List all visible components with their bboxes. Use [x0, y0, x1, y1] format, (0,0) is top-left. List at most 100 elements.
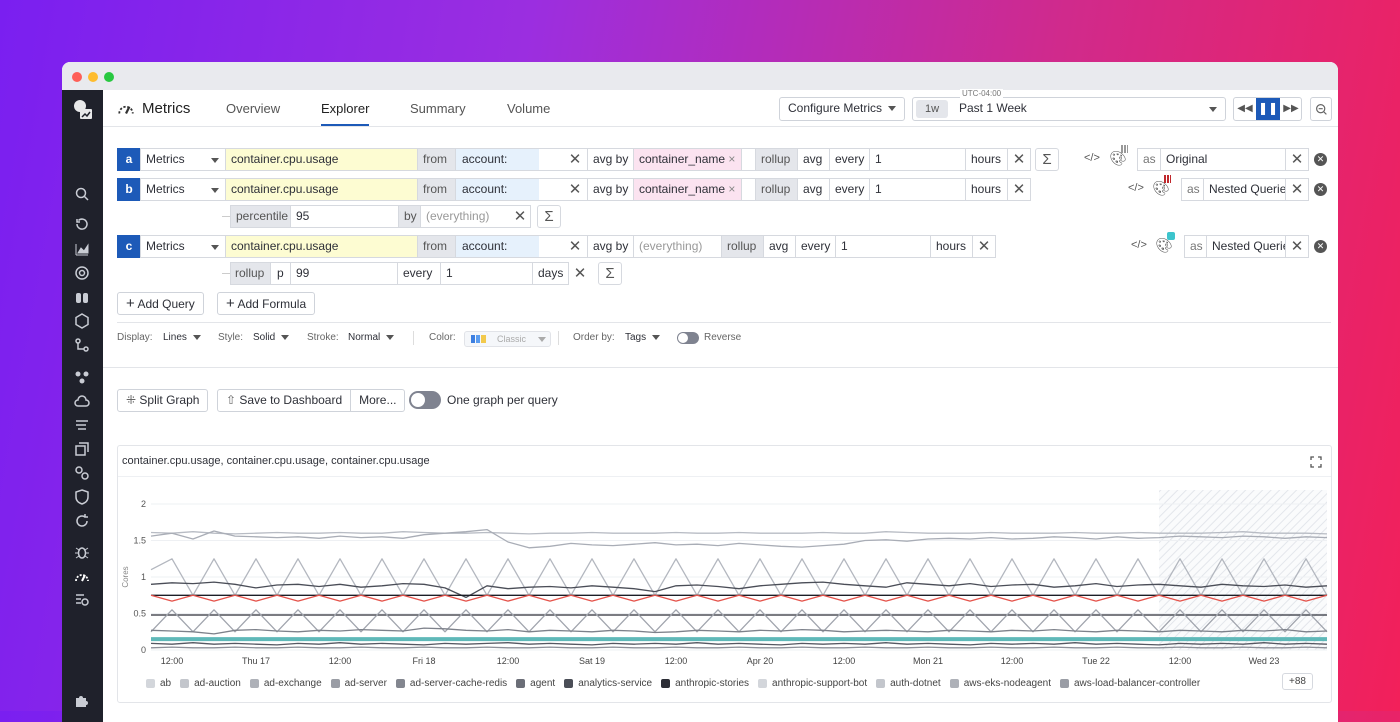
monitors-icon[interactable]	[74, 265, 90, 281]
add-function-sigma-button[interactable]: Σ	[537, 205, 561, 228]
add-formula-button[interactable]: + Add Formula	[217, 292, 316, 315]
rollup-interval-input[interactable]: 1	[440, 262, 533, 285]
rollup-function[interactable]: avg	[763, 235, 796, 258]
save-to-dashboard-button[interactable]: ⇧ Save to Dashboard	[217, 389, 352, 412]
dashboards-icon[interactable]	[74, 241, 90, 257]
group-by-input[interactable]	[741, 178, 756, 201]
metric-name-input[interactable]: container.cpu.usage	[225, 235, 418, 258]
group-by-tag[interactable]: container_name ×	[633, 148, 742, 171]
legend-item[interactable]: anthropic-support-bot	[758, 678, 867, 689]
legend-item[interactable]: ad-server-cache-redis	[395, 678, 507, 689]
clear-filter-icon[interactable]: ✕	[568, 151, 582, 168]
remove-tag-icon[interactable]: ×	[728, 152, 736, 166]
one-graph-per-query-toggle[interactable]	[409, 391, 441, 409]
code-icon[interactable]: </>	[1084, 152, 1100, 164]
tab-explorer[interactable]: Explorer	[321, 90, 370, 126]
color-palette-dropdown[interactable]: Classic	[464, 331, 551, 347]
synthetics-icon[interactable]	[74, 441, 90, 457]
pause-button[interactable]: ❚❚	[1256, 98, 1280, 120]
group-by-input[interactable]: (everything)	[633, 235, 722, 258]
remove-query-icon[interactable]: ✕	[1314, 240, 1327, 253]
source-dropdown[interactable]: Metrics	[140, 235, 226, 258]
remove-tag-icon[interactable]: ×	[728, 182, 736, 196]
datadog-logo-icon[interactable]	[71, 98, 95, 122]
query-letter[interactable]: c	[117, 235, 141, 258]
expand-icon[interactable]	[1310, 456, 1322, 468]
tab-summary[interactable]: Summary	[410, 101, 466, 116]
clear-alias-icon[interactable]: ✕	[1285, 235, 1309, 258]
metric-name-input[interactable]: container.cpu.usage	[225, 178, 418, 201]
from-filter-input[interactable]: account: ✕	[455, 148, 588, 171]
legend-item[interactable]: analytics-service	[564, 678, 652, 689]
rewind-button[interactable]: ◀◀	[1237, 103, 1253, 114]
source-dropdown[interactable]: Metrics	[140, 178, 226, 201]
legend-more-button[interactable]: +88	[1282, 673, 1313, 690]
logs-icon[interactable]	[74, 417, 90, 433]
remove-function-icon[interactable]: ✕	[1007, 148, 1031, 171]
query-letter[interactable]: b	[117, 178, 141, 201]
from-filter-input[interactable]: account: ✕	[455, 235, 588, 258]
alias-input[interactable]: Original	[1160, 148, 1286, 171]
minimize-window-button[interactable]	[88, 72, 98, 82]
tab-volume[interactable]: Volume	[507, 101, 551, 116]
by-group-input[interactable]: (everything)	[420, 205, 531, 228]
style-dropdown[interactable]: Solid	[253, 332, 290, 343]
remove-query-icon[interactable]: ✕	[1314, 153, 1327, 166]
percentile-value-input[interactable]: 99	[290, 262, 398, 285]
from-filter-input[interactable]: account: ✕	[455, 178, 588, 201]
close-window-button[interactable]	[72, 72, 82, 82]
rollup-interval-input[interactable]: 1	[869, 178, 966, 201]
percentile-value-input[interactable]: 95	[290, 205, 399, 228]
line-chart[interactable]: 0 0.5 1 1.5 2 Cores 12:00 Thu 17 12:00 Fri 18 12:0…	[118, 446, 1333, 671]
code-icon[interactable]: </>	[1128, 182, 1144, 194]
rollup-function[interactable]: avg	[797, 178, 830, 201]
display-dropdown[interactable]: Lines	[163, 332, 201, 343]
rollup-unit[interactable]: hours	[930, 235, 973, 258]
rum-icon[interactable]	[74, 513, 90, 529]
remove-function-icon[interactable]: ✕	[972, 235, 996, 258]
palette-icon[interactable]: 🎨︎	[1152, 180, 1170, 196]
remove-function-icon[interactable]: ✕	[573, 265, 587, 282]
filter-tag[interactable]: account:	[456, 149, 539, 170]
legend-item[interactable]: ad-exchange	[249, 678, 322, 689]
more-button[interactable]: More...	[351, 389, 406, 412]
query-letter[interactable]: a	[117, 148, 141, 171]
clear-alias-icon[interactable]: ✕	[1285, 178, 1309, 201]
source-dropdown[interactable]: Metrics	[140, 148, 226, 171]
order-by-dropdown[interactable]: Tags	[625, 332, 661, 343]
legend-item[interactable]: aws-load-balancer-controller	[1060, 678, 1200, 689]
cloud-icon[interactable]	[74, 393, 90, 409]
fast-forward-button[interactable]: ▶▶	[1283, 103, 1299, 114]
legend-item[interactable]: anthropic-stories	[661, 678, 749, 689]
palette-icon[interactable]: 🎨︎	[1109, 150, 1127, 166]
rollup-function[interactable]: avg	[797, 148, 830, 171]
legend-item[interactable]: aws-eks-nodeagent	[949, 678, 1051, 689]
zoom-out-button[interactable]	[1310, 97, 1332, 121]
filter-tag[interactable]: account:	[456, 179, 539, 200]
metrics-gauge-icon[interactable]	[74, 569, 90, 585]
split-graph-button[interactable]: ⁜ Split Graph	[117, 389, 209, 412]
rollup-aggregator[interactable]: p	[270, 262, 291, 285]
network-icon[interactable]	[74, 465, 90, 481]
rollup-interval-input[interactable]: 1	[835, 235, 931, 258]
watchdog-icon[interactable]	[74, 592, 90, 608]
puzzle-integrations-icon[interactable]	[74, 692, 90, 708]
alias-input[interactable]: Nested Queries	[1206, 235, 1286, 258]
code-icon[interactable]: </>	[1131, 239, 1147, 251]
add-function-sigma-button[interactable]: Σ	[598, 262, 622, 285]
palette-icon[interactable]: 🎨︎	[1155, 237, 1173, 253]
remove-query-icon[interactable]: ✕	[1314, 183, 1327, 196]
rollup-unit[interactable]: hours	[965, 178, 1008, 201]
security-shield-icon[interactable]	[74, 489, 90, 505]
rollup-unit[interactable]: days	[532, 262, 569, 285]
legend-item[interactable]: ad-server	[330, 678, 387, 689]
group-by-tag[interactable]: container_name ×	[633, 178, 742, 201]
filter-tag[interactable]: account:	[456, 236, 539, 257]
rollup-unit[interactable]: hours	[965, 148, 1008, 171]
history-icon[interactable]	[74, 216, 90, 232]
apm-icon[interactable]	[74, 369, 90, 385]
configure-metrics-dropdown[interactable]: Configure Metrics	[779, 97, 905, 121]
clear-filter-icon[interactable]: ✕	[568, 238, 582, 255]
legend-item[interactable]: ab	[146, 678, 171, 689]
infrastructure-icon[interactable]	[74, 313, 90, 329]
